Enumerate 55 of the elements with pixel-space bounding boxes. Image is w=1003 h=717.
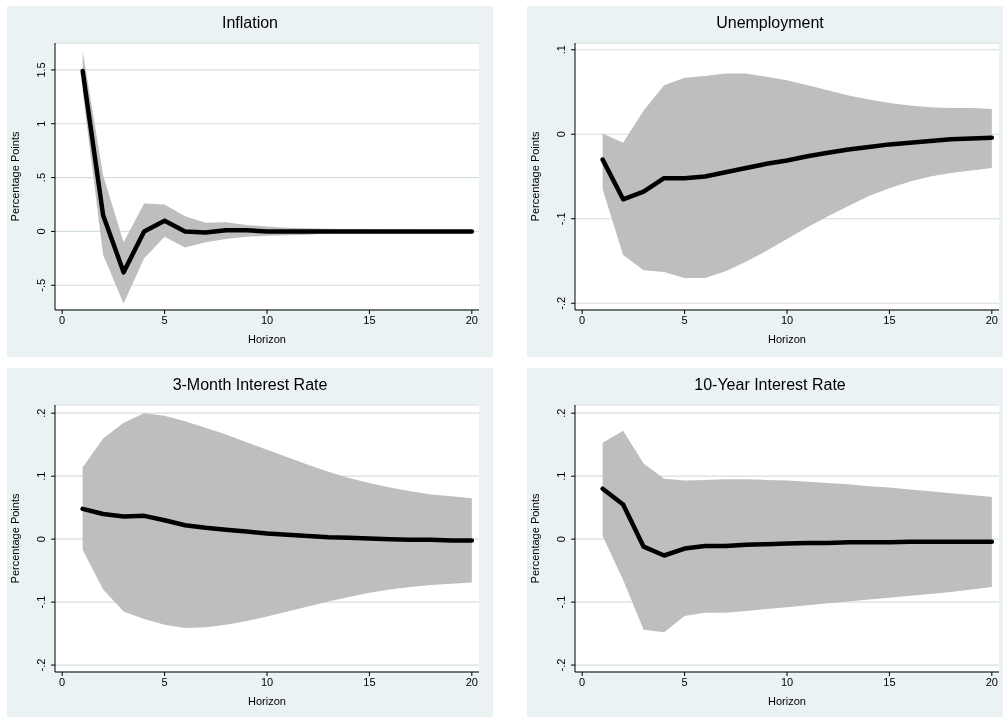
x-tick-label: 15 xyxy=(883,313,896,326)
y-tick-label: .1 xyxy=(35,471,47,481)
x-axis-title: Horizon xyxy=(248,333,286,345)
y-tick-label: .2 xyxy=(555,408,567,418)
x-tick-label: 15 xyxy=(883,675,896,688)
line-series xyxy=(600,486,995,558)
y-tick-label: 1 xyxy=(35,120,47,127)
x-tick-label: 20 xyxy=(465,313,478,326)
x-tick-label: 0 xyxy=(579,675,586,688)
x-tick-label: 10 xyxy=(780,675,794,688)
x-axis-title: Horizon xyxy=(248,695,286,707)
y-tick-label: 0 xyxy=(35,536,47,543)
y-axis-title: Percentage Points xyxy=(8,493,21,584)
y-axis-title: Percentage Points xyxy=(528,131,541,222)
x-tick-label: 5 xyxy=(161,675,168,688)
x-tick-label: 15 xyxy=(363,313,376,326)
x-tick-label: 10 xyxy=(780,313,794,326)
y-tick-label: -.2 xyxy=(555,296,567,310)
x-tick-label: 0 xyxy=(579,313,586,326)
x-tick-label: 5 xyxy=(161,313,168,326)
line-series xyxy=(80,68,475,275)
x-tick-label: 10 xyxy=(260,313,274,326)
chart-title: Unemployment xyxy=(715,14,825,32)
x-axis-title: Horizon xyxy=(768,333,806,345)
y-axis-title: Percentage Points xyxy=(8,131,21,222)
y-tick-label: -.2 xyxy=(35,658,47,672)
x-tick-label: 5 xyxy=(681,313,688,326)
y-tick-label: -.1 xyxy=(35,595,47,609)
chart-title: 10-Year Interest Rate xyxy=(693,376,847,394)
y-tick-label: 0 xyxy=(555,131,567,138)
y-tick-label: .2 xyxy=(35,408,47,418)
x-tick-label: 10 xyxy=(260,675,274,688)
y-tick-label: -.5 xyxy=(35,278,47,292)
y-tick-label: -.2 xyxy=(555,658,567,672)
x-axis-title: Horizon xyxy=(768,695,806,707)
x-tick-label: 15 xyxy=(363,675,376,688)
x-tick-label: 20 xyxy=(985,675,998,688)
x-tick-label: 0 xyxy=(59,675,66,688)
y-tick-label: 0 xyxy=(35,228,47,235)
y-tick-label: .1 xyxy=(555,45,567,55)
y-axis-title: Percentage Points xyxy=(528,493,541,584)
line-series xyxy=(600,135,995,202)
line-series xyxy=(80,506,475,543)
x-tick-label: 20 xyxy=(465,675,478,688)
y-tick-label: 0 xyxy=(555,536,567,543)
y-tick-label: .5 xyxy=(35,172,47,183)
chart-title: Inflation xyxy=(220,14,279,32)
x-tick-label: 5 xyxy=(681,675,688,688)
chart-title: 3-Month Interest Rate xyxy=(171,376,329,394)
y-tick-label: 1.5 xyxy=(35,62,47,78)
y-tick-label: .1 xyxy=(555,471,567,481)
x-tick-label: 0 xyxy=(59,313,66,326)
y-tick-label: -.1 xyxy=(555,212,567,226)
y-tick-label: -.1 xyxy=(555,595,567,609)
x-tick-label: 20 xyxy=(985,313,998,326)
